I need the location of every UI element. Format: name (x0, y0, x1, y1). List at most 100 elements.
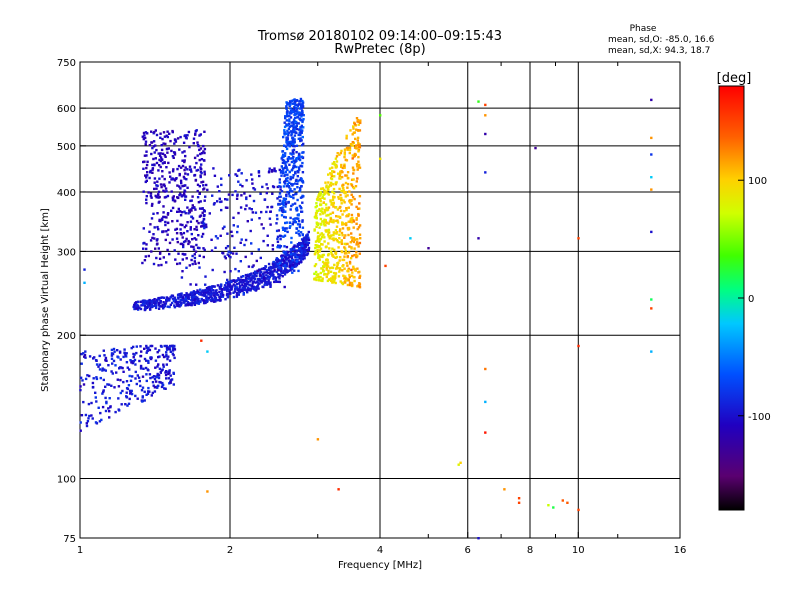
data-point (284, 269, 288, 272)
data-point (299, 185, 303, 188)
data-point (283, 234, 287, 237)
data-point (239, 183, 242, 186)
data-point (347, 176, 350, 180)
data-point (348, 220, 352, 223)
data-point (229, 285, 232, 288)
x-tick-label: 6 (465, 545, 471, 556)
data-point (287, 156, 290, 159)
data-point (288, 100, 292, 103)
data-point (139, 307, 143, 311)
data-point (316, 198, 319, 202)
data-point (322, 221, 325, 224)
data-point (351, 239, 354, 242)
data-point (178, 262, 182, 265)
data-point (155, 380, 158, 383)
data-point (301, 195, 304, 199)
data-point (125, 395, 128, 398)
data-point (326, 230, 330, 233)
data-point (162, 183, 166, 186)
data-point (332, 233, 335, 237)
data-point (127, 402, 131, 405)
data-point (143, 357, 147, 361)
data-point (303, 238, 307, 241)
data-point (350, 246, 353, 249)
data-point (226, 198, 229, 201)
data-point (160, 385, 164, 389)
data-point (197, 297, 200, 301)
data-point (324, 203, 328, 206)
data-point (350, 199, 353, 202)
data-point (157, 349, 161, 352)
data-point (347, 206, 350, 209)
data-point (199, 200, 202, 203)
data-point (240, 275, 243, 279)
data-point (324, 261, 328, 264)
data-point (276, 240, 280, 243)
data-point (275, 258, 278, 262)
data-point (295, 227, 298, 230)
data-point (300, 246, 303, 249)
data-point (340, 202, 343, 205)
data-point (357, 245, 360, 248)
data-point (566, 501, 569, 504)
data-point (166, 233, 169, 236)
data-point (141, 396, 144, 399)
data-point (334, 272, 338, 275)
data-point (286, 230, 289, 234)
data-point (149, 192, 153, 195)
data-point (314, 240, 318, 243)
data-point (148, 373, 152, 376)
data-point (216, 237, 219, 240)
y-axis-label: Stationary phase Virtual Height [km] (40, 208, 51, 392)
data-point (203, 248, 206, 252)
data-point (198, 207, 202, 210)
data-point (287, 256, 290, 260)
data-point (321, 187, 325, 190)
data-point (158, 164, 161, 167)
data-point (350, 221, 353, 224)
data-point (332, 238, 335, 242)
data-point (280, 157, 283, 160)
data-point (345, 252, 348, 255)
data-point (333, 175, 336, 178)
data-point (163, 302, 167, 305)
data-point (300, 126, 303, 129)
data-point (291, 144, 295, 148)
data-point (216, 185, 219, 188)
data-point (176, 240, 179, 244)
data-point (148, 144, 152, 147)
data-point (335, 265, 339, 268)
data-point (299, 119, 302, 122)
data-point (194, 295, 197, 298)
data-point (187, 212, 190, 215)
data-point (151, 299, 155, 302)
data-point (297, 229, 300, 233)
data-point (265, 277, 268, 280)
data-point (223, 284, 227, 287)
data-point (210, 292, 213, 295)
data-point (120, 403, 123, 406)
data-point (167, 228, 170, 232)
data-point (165, 363, 168, 366)
data-point (334, 206, 338, 209)
data-point (226, 278, 229, 282)
data-point (293, 134, 297, 137)
data-point (332, 255, 335, 258)
data-point (288, 118, 291, 121)
data-point (240, 238, 243, 241)
data-point (167, 346, 170, 349)
data-point (318, 238, 321, 241)
data-point (409, 237, 412, 240)
data-point (302, 118, 305, 121)
data-point (235, 283, 239, 286)
data-point (285, 140, 288, 144)
data-point (142, 227, 145, 230)
data-point (130, 346, 133, 350)
data-point (186, 173, 190, 176)
data-point (263, 198, 267, 201)
data-point (180, 302, 183, 305)
data-point (552, 506, 555, 509)
data-point (226, 232, 229, 235)
data-point (165, 351, 168, 354)
data-point (301, 105, 304, 108)
